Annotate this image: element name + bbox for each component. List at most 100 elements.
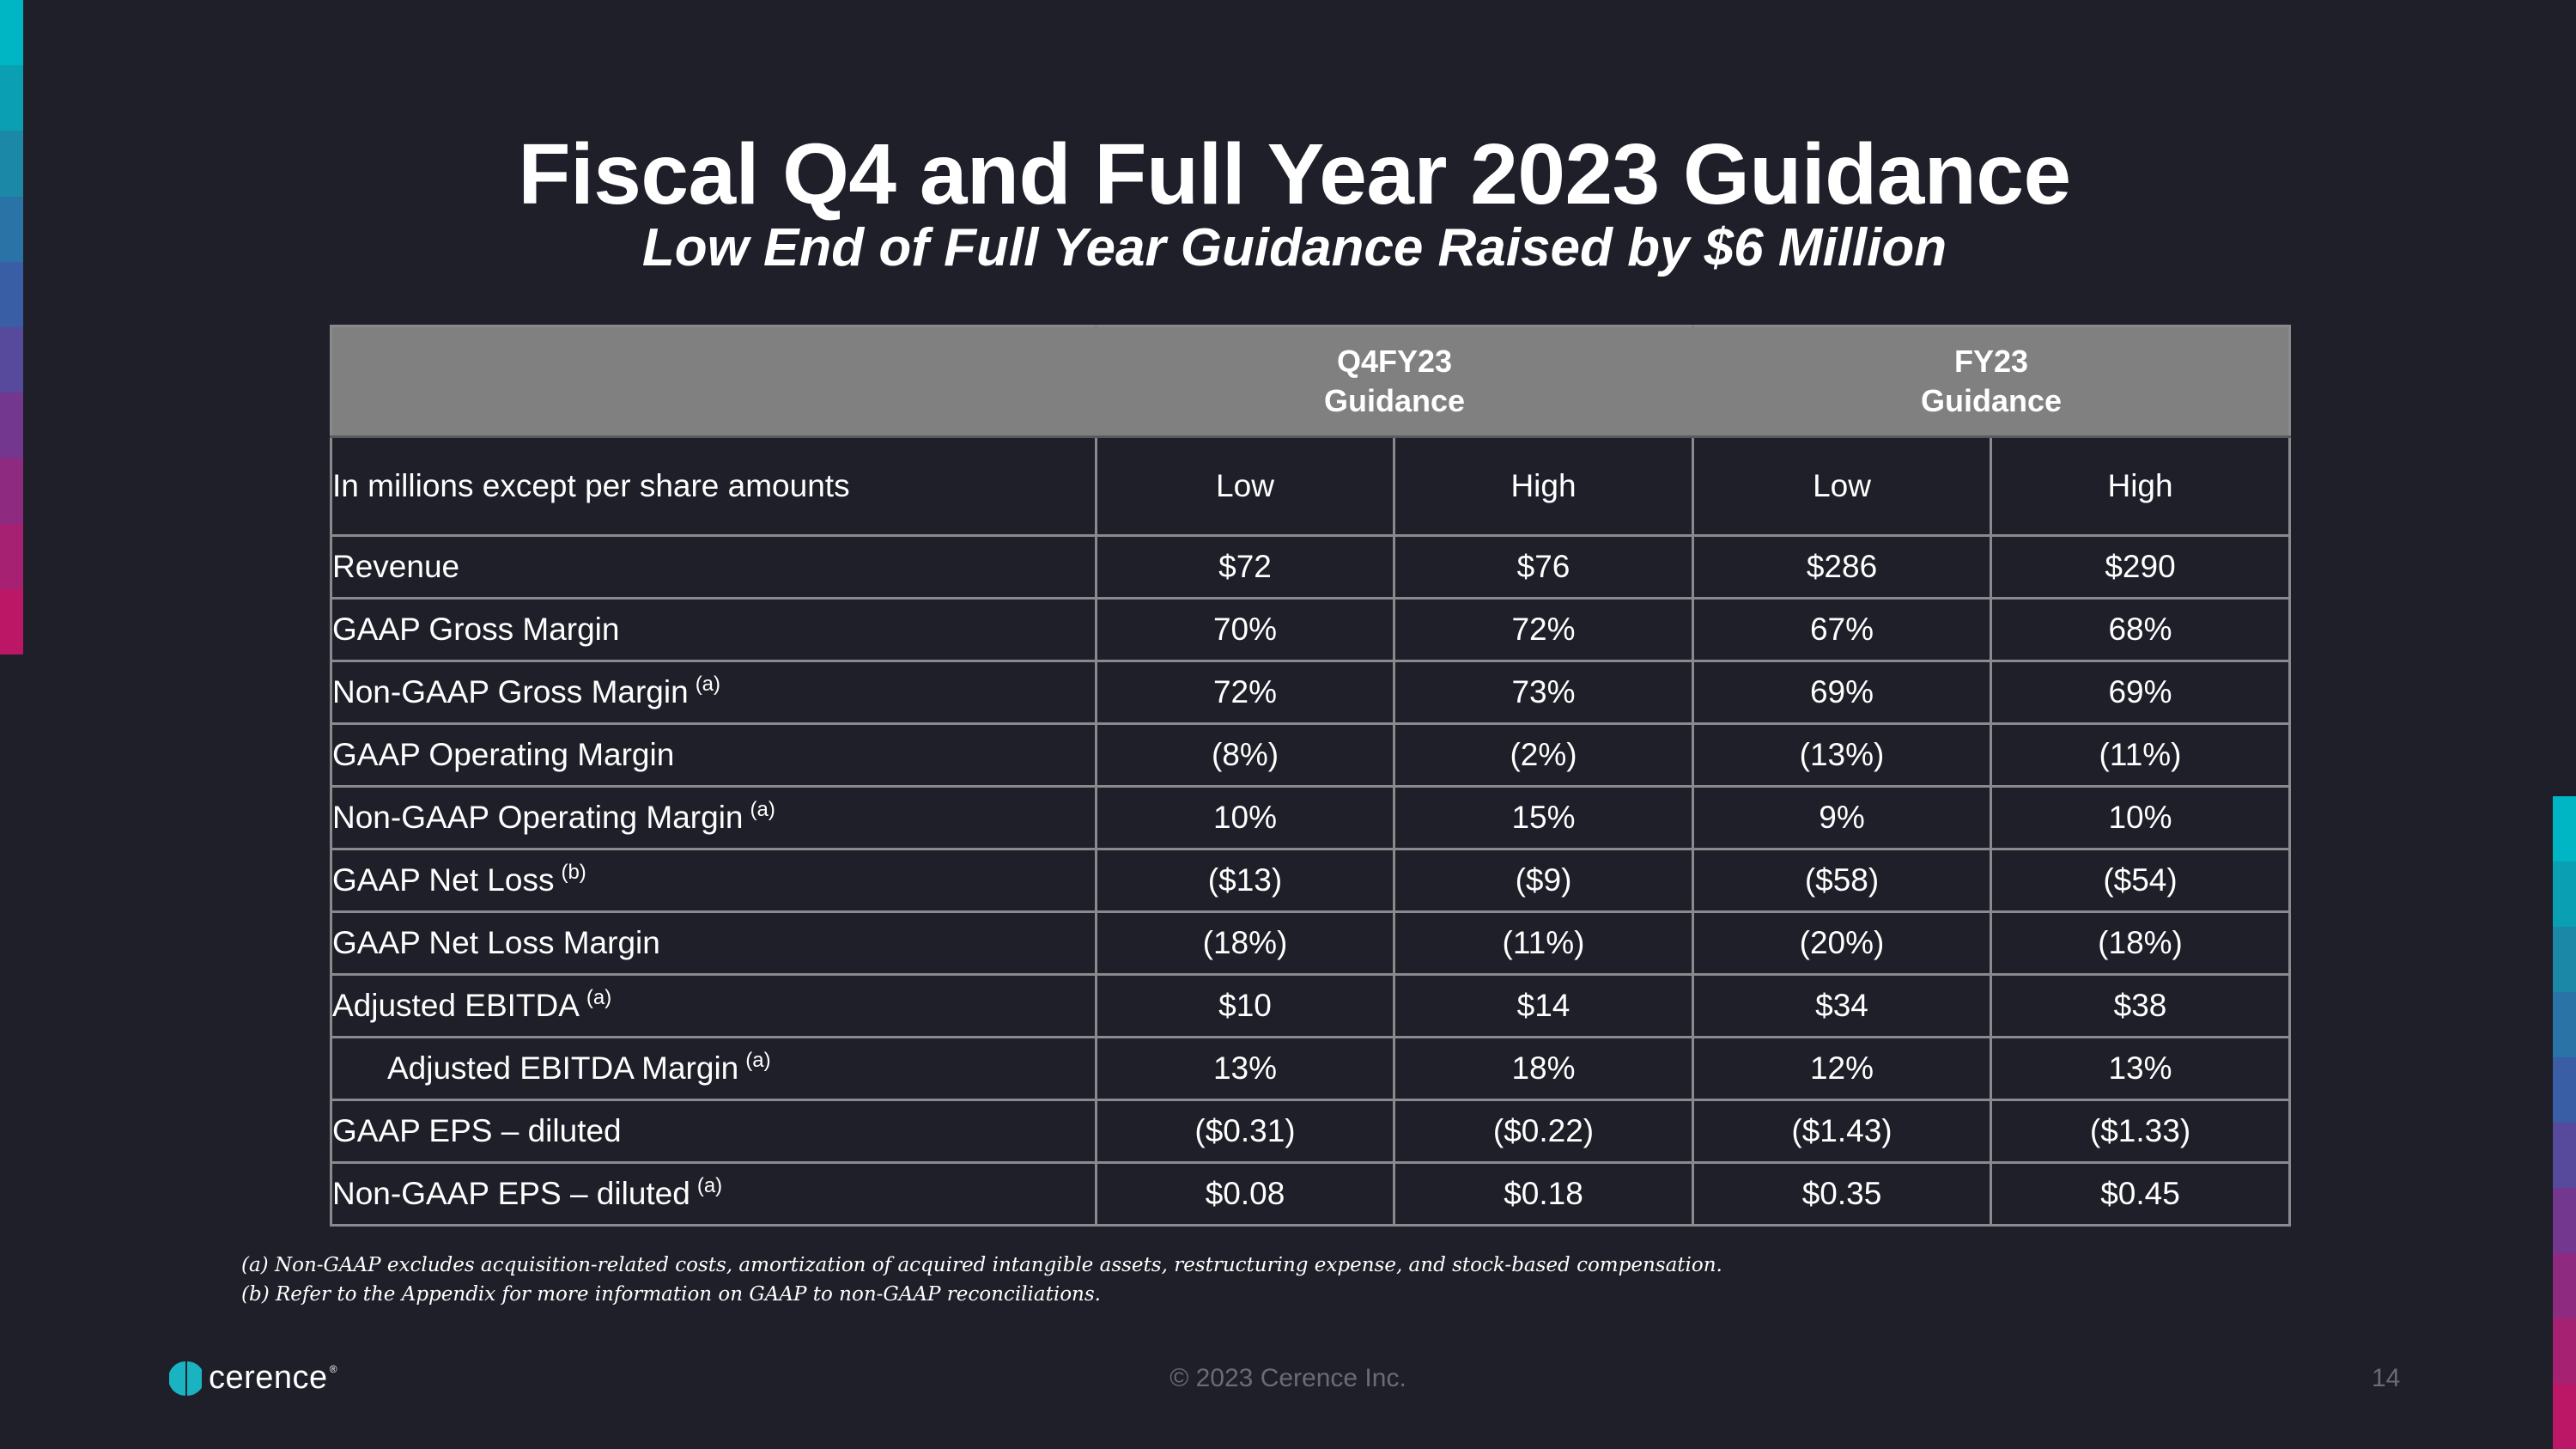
guidance-table: Q4FY23 Guidance FY23 Guidance In million…	[330, 325, 2292, 1227]
value-cell: $10	[1095, 973, 1395, 1038]
value-cell: (18%)	[1990, 910, 2292, 976]
footnote-marker: (a)	[695, 673, 721, 696]
row-label-cell: GAAP Net Loss (b)	[330, 848, 1097, 913]
value-cell: (20%)	[1692, 910, 1993, 976]
table-body: Revenue $72 $76 $286 $290 GAAP Gross Margin 70…	[330, 534, 2292, 1227]
value-cell: 15%	[1392, 785, 1695, 850]
table-row: Non-GAAP EPS – diluted (a) $0.08 $0.18 $0.35…	[330, 1161, 2292, 1227]
value-cell: 9%	[1692, 785, 1993, 850]
value-cell: $0.18	[1392, 1161, 1695, 1227]
row-label: GAAP Operating Margin	[332, 737, 675, 772]
value-cell: ($1.43)	[1692, 1099, 1993, 1164]
row-label: Adjusted EBITDA	[332, 988, 580, 1023]
q4fy23-guidance-header: Q4FY23 Guidance	[1094, 325, 1695, 438]
row-label: Non-GAAP Operating Margin	[332, 800, 744, 835]
value-cell: 70%	[1095, 597, 1395, 662]
row-label-cell: Non-GAAP Gross Margin (a)	[330, 660, 1097, 725]
table-row: Revenue $72 $76 $286 $290	[330, 534, 2292, 600]
value-cell: (11%)	[1392, 910, 1695, 976]
column-header-row: In millions except per share amounts Low…	[330, 435, 2292, 537]
value-cell: 13%	[1095, 1036, 1395, 1101]
table-row: GAAP Gross Margin 70% 72% 67% 68%	[330, 597, 2292, 662]
value-cell: $34	[1692, 973, 1993, 1038]
row-label: Non-GAAP Gross Margin	[332, 674, 689, 709]
slide-title: Fiscal Q4 and Full Year 2023 Guidance	[518, 126, 2071, 222]
value-cell: (2%)	[1392, 722, 1695, 788]
table-row: GAAP Net Loss (b) ($13) ($9) ($58) ($54)	[330, 848, 2292, 913]
row-label-cell: GAAP EPS – diluted	[330, 1099, 1097, 1164]
column-header-fy-high: High	[1990, 435, 2292, 537]
cerence-logo-icon	[169, 1361, 202, 1396]
value-cell: 72%	[1095, 660, 1395, 725]
header-line: Q4FY23	[1336, 344, 1453, 379]
right-accent-stripes	[2553, 796, 2576, 1449]
header-line: FY23	[1954, 344, 2029, 379]
row-label-cell: Revenue	[330, 534, 1097, 600]
column-header-q4-high: High	[1392, 435, 1695, 537]
row-label: GAAP Net Loss Margin	[332, 925, 660, 960]
value-cell: ($1.33)	[1990, 1099, 2292, 1164]
units-label: In millions except per share amounts	[330, 435, 1097, 537]
value-cell: 68%	[1990, 597, 2292, 662]
logo-text: cerence	[209, 1360, 328, 1396]
footnote-marker: (a)	[745, 1049, 771, 1072]
footnotes: (a) Non-GAAP excludes acquisition-relate…	[241, 1251, 1722, 1309]
row-label: GAAP Gross Margin	[332, 612, 620, 647]
row-label: Non-GAAP EPS – diluted	[332, 1176, 690, 1211]
value-cell: 73%	[1392, 660, 1695, 725]
value-cell: $0.08	[1095, 1161, 1395, 1227]
footnote: (b) Refer to the Appendix for more infor…	[241, 1283, 1101, 1306]
value-cell: 13%	[1990, 1036, 2292, 1101]
value-cell: 72%	[1392, 597, 1695, 662]
value-cell: 69%	[1692, 660, 1993, 725]
page-number: 14	[2372, 1364, 2401, 1392]
value-cell: 12%	[1692, 1036, 1993, 1101]
group-header-row: Q4FY23 Guidance FY23 Guidance	[330, 325, 2292, 438]
header-line: Guidance	[1323, 383, 1466, 418]
table-row: Non-GAAP Operating Margin (a) 10% 15% 9% 10%	[330, 785, 2292, 850]
value-cell: $38	[1990, 973, 2292, 1038]
table-row: GAAP Net Loss Margin (18%) (11%) (20%) (18%)	[330, 910, 2292, 976]
value-cell: $72	[1095, 534, 1395, 600]
value-cell: $0.35	[1692, 1161, 1993, 1227]
cerence-logo: cerence ®	[169, 1360, 337, 1397]
value-cell: ($0.22)	[1392, 1099, 1695, 1164]
value-cell: $286	[1692, 534, 1993, 600]
value-cell: (13%)	[1692, 722, 1993, 788]
table-row: GAAP EPS – diluted ($0.31) ($0.22) ($1.43)(…	[330, 1099, 2292, 1164]
row-label-cell: Adjusted EBITDA (a)	[330, 973, 1097, 1038]
row-label-cell: Non-GAAP EPS – diluted (a)	[330, 1161, 1097, 1227]
value-cell: 10%	[1095, 785, 1395, 850]
value-cell: 69%	[1990, 660, 2292, 725]
footnote-marker: (a)	[750, 798, 775, 821]
value-cell: (18%)	[1095, 910, 1395, 976]
value-cell: $0.45	[1990, 1161, 2292, 1227]
value-cell: ($54)	[1990, 848, 2292, 913]
left-accent-stripes	[0, 0, 23, 655]
value-cell: $290	[1990, 534, 2292, 600]
row-label-cell: Non-GAAP Operating Margin (a)	[330, 785, 1097, 850]
footnote-marker: (b)	[561, 861, 586, 884]
row-label-cell: GAAP Gross Margin	[330, 597, 1097, 662]
logo-wordmark: cerence ®	[209, 1360, 337, 1397]
row-label-cell: GAAP Operating Margin	[330, 722, 1097, 788]
row-label: GAAP EPS – diluted	[332, 1113, 622, 1148]
row-label: GAAP Net Loss	[332, 862, 555, 898]
row-label: Revenue	[332, 549, 460, 584]
column-header-q4-low: Low	[1095, 435, 1395, 537]
value-cell: $76	[1392, 534, 1695, 600]
table-row: Non-GAAP Gross Margin (a) 72% 73% 69% 69%	[330, 660, 2292, 725]
value-cell: 67%	[1692, 597, 1993, 662]
value-cell: ($9)	[1392, 848, 1695, 913]
column-header-fy-low: Low	[1692, 435, 1993, 537]
copyright: © 2023 Cerence Inc.	[1170, 1364, 1406, 1392]
value-cell: 18%	[1392, 1036, 1695, 1101]
header-line: Guidance	[1921, 383, 2063, 418]
value-cell: ($0.31)	[1095, 1099, 1395, 1164]
header-blank-cell	[330, 325, 1097, 438]
value-cell: 10%	[1990, 785, 2292, 850]
fy23-guidance-header: FY23 Guidance	[1692, 325, 2292, 438]
value-cell: ($13)	[1095, 848, 1395, 913]
value-cell: (8%)	[1095, 722, 1395, 788]
row-label-cell: Adjusted EBITDA Margin (a)	[330, 1036, 1097, 1101]
